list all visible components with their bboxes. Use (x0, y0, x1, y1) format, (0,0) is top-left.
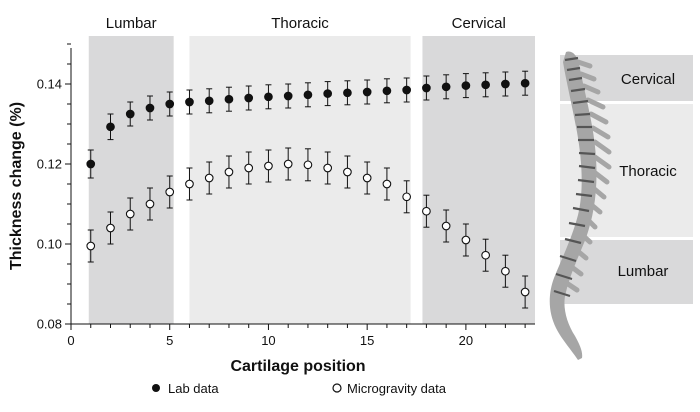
data-point (264, 92, 273, 102)
data-point (343, 167, 352, 177)
data-point (402, 192, 412, 202)
region-bands (88, 36, 535, 324)
data-point (303, 90, 313, 100)
data-point (165, 99, 175, 109)
y-tick-label: 0.12 (37, 157, 62, 172)
data-point (125, 109, 135, 119)
data-point (185, 97, 194, 107)
region-labels: Lumbar Thoracic Cervical (106, 15, 506, 32)
data-point (264, 161, 273, 171)
data-point (125, 209, 135, 219)
data-point (204, 96, 214, 106)
data-point (362, 173, 372, 183)
y-tick-label: 0.08 (37, 317, 62, 332)
spine-discs (553, 56, 596, 298)
y-ticks: 0.08 0.10 0.12 0.14 (37, 43, 71, 332)
region-label-thoracic: Thoracic (271, 15, 329, 32)
data-point (145, 103, 155, 113)
data-point (86, 159, 96, 169)
data-point (362, 87, 372, 97)
data-point (343, 88, 352, 98)
data-point (402, 85, 412, 95)
legend-label-lab: Lab data (168, 381, 219, 396)
x-ticks: 0 5 10 15 20 (67, 324, 526, 348)
data-point (441, 82, 451, 92)
data-point (501, 79, 510, 89)
x-axis-title: Cartilage position (230, 358, 365, 375)
spine-silhouette (549, 51, 597, 360)
x-tick-label: 15 (360, 333, 374, 348)
data-point (323, 163, 333, 173)
legend-marker-lab (152, 384, 160, 392)
legend-marker-microgravity (332, 383, 342, 393)
spine-label-lumbar: Lumbar (618, 263, 669, 280)
data-point (106, 223, 115, 233)
data-point (382, 179, 392, 189)
y-tick-label: 0.10 (37, 237, 62, 252)
region-band-thoracic (189, 36, 411, 324)
axes (70, 48, 535, 325)
data-point (283, 91, 293, 101)
spine-label-cervical: Cervical (621, 71, 675, 88)
data-point (145, 199, 155, 209)
series-lab-data (86, 70, 530, 179)
data-point (422, 83, 431, 93)
data-point (244, 93, 254, 103)
data-point (520, 78, 530, 88)
region-label-cervical: Cervical (452, 15, 506, 32)
data-point (323, 89, 333, 98)
data-point (520, 287, 530, 297)
data-point (382, 86, 392, 96)
data-point (204, 173, 214, 183)
data-point (185, 179, 194, 189)
data-point (106, 122, 115, 132)
data-point (461, 235, 471, 245)
data-point (165, 187, 175, 197)
y-axis-title: Thickness change (%) (8, 102, 25, 270)
data-point (224, 94, 234, 104)
x-tick-label: 0 (67, 333, 74, 348)
data-point (283, 159, 293, 169)
data-point (224, 167, 234, 177)
x-tick-label: 5 (166, 333, 173, 348)
data-point (86, 241, 96, 251)
data-point (481, 250, 490, 260)
data-point (481, 80, 490, 90)
spine-processes (562, 59, 612, 293)
legend-label-microgravity: Microgravity data (347, 381, 447, 396)
region-band-cervical (422, 36, 535, 324)
spine-diagram: Cervical Thoracic Lumbar (549, 51, 693, 360)
region-band-lumbar (88, 36, 174, 324)
spine-label-thoracic: Thoracic (619, 163, 677, 180)
data-point (461, 81, 471, 90)
region-label-lumbar: Lumbar (106, 15, 157, 32)
data-point (501, 266, 510, 276)
x-tick-label: 10 (261, 333, 275, 348)
data-point (303, 160, 313, 170)
x-tick-label: 20 (459, 333, 473, 348)
legend: Lab data Microgravity data (152, 381, 447, 396)
y-tick-label: 0.14 (37, 77, 62, 92)
data-point (244, 163, 254, 173)
series-microgravity-data (86, 147, 530, 309)
data-point (441, 221, 451, 231)
data-point (422, 206, 431, 216)
